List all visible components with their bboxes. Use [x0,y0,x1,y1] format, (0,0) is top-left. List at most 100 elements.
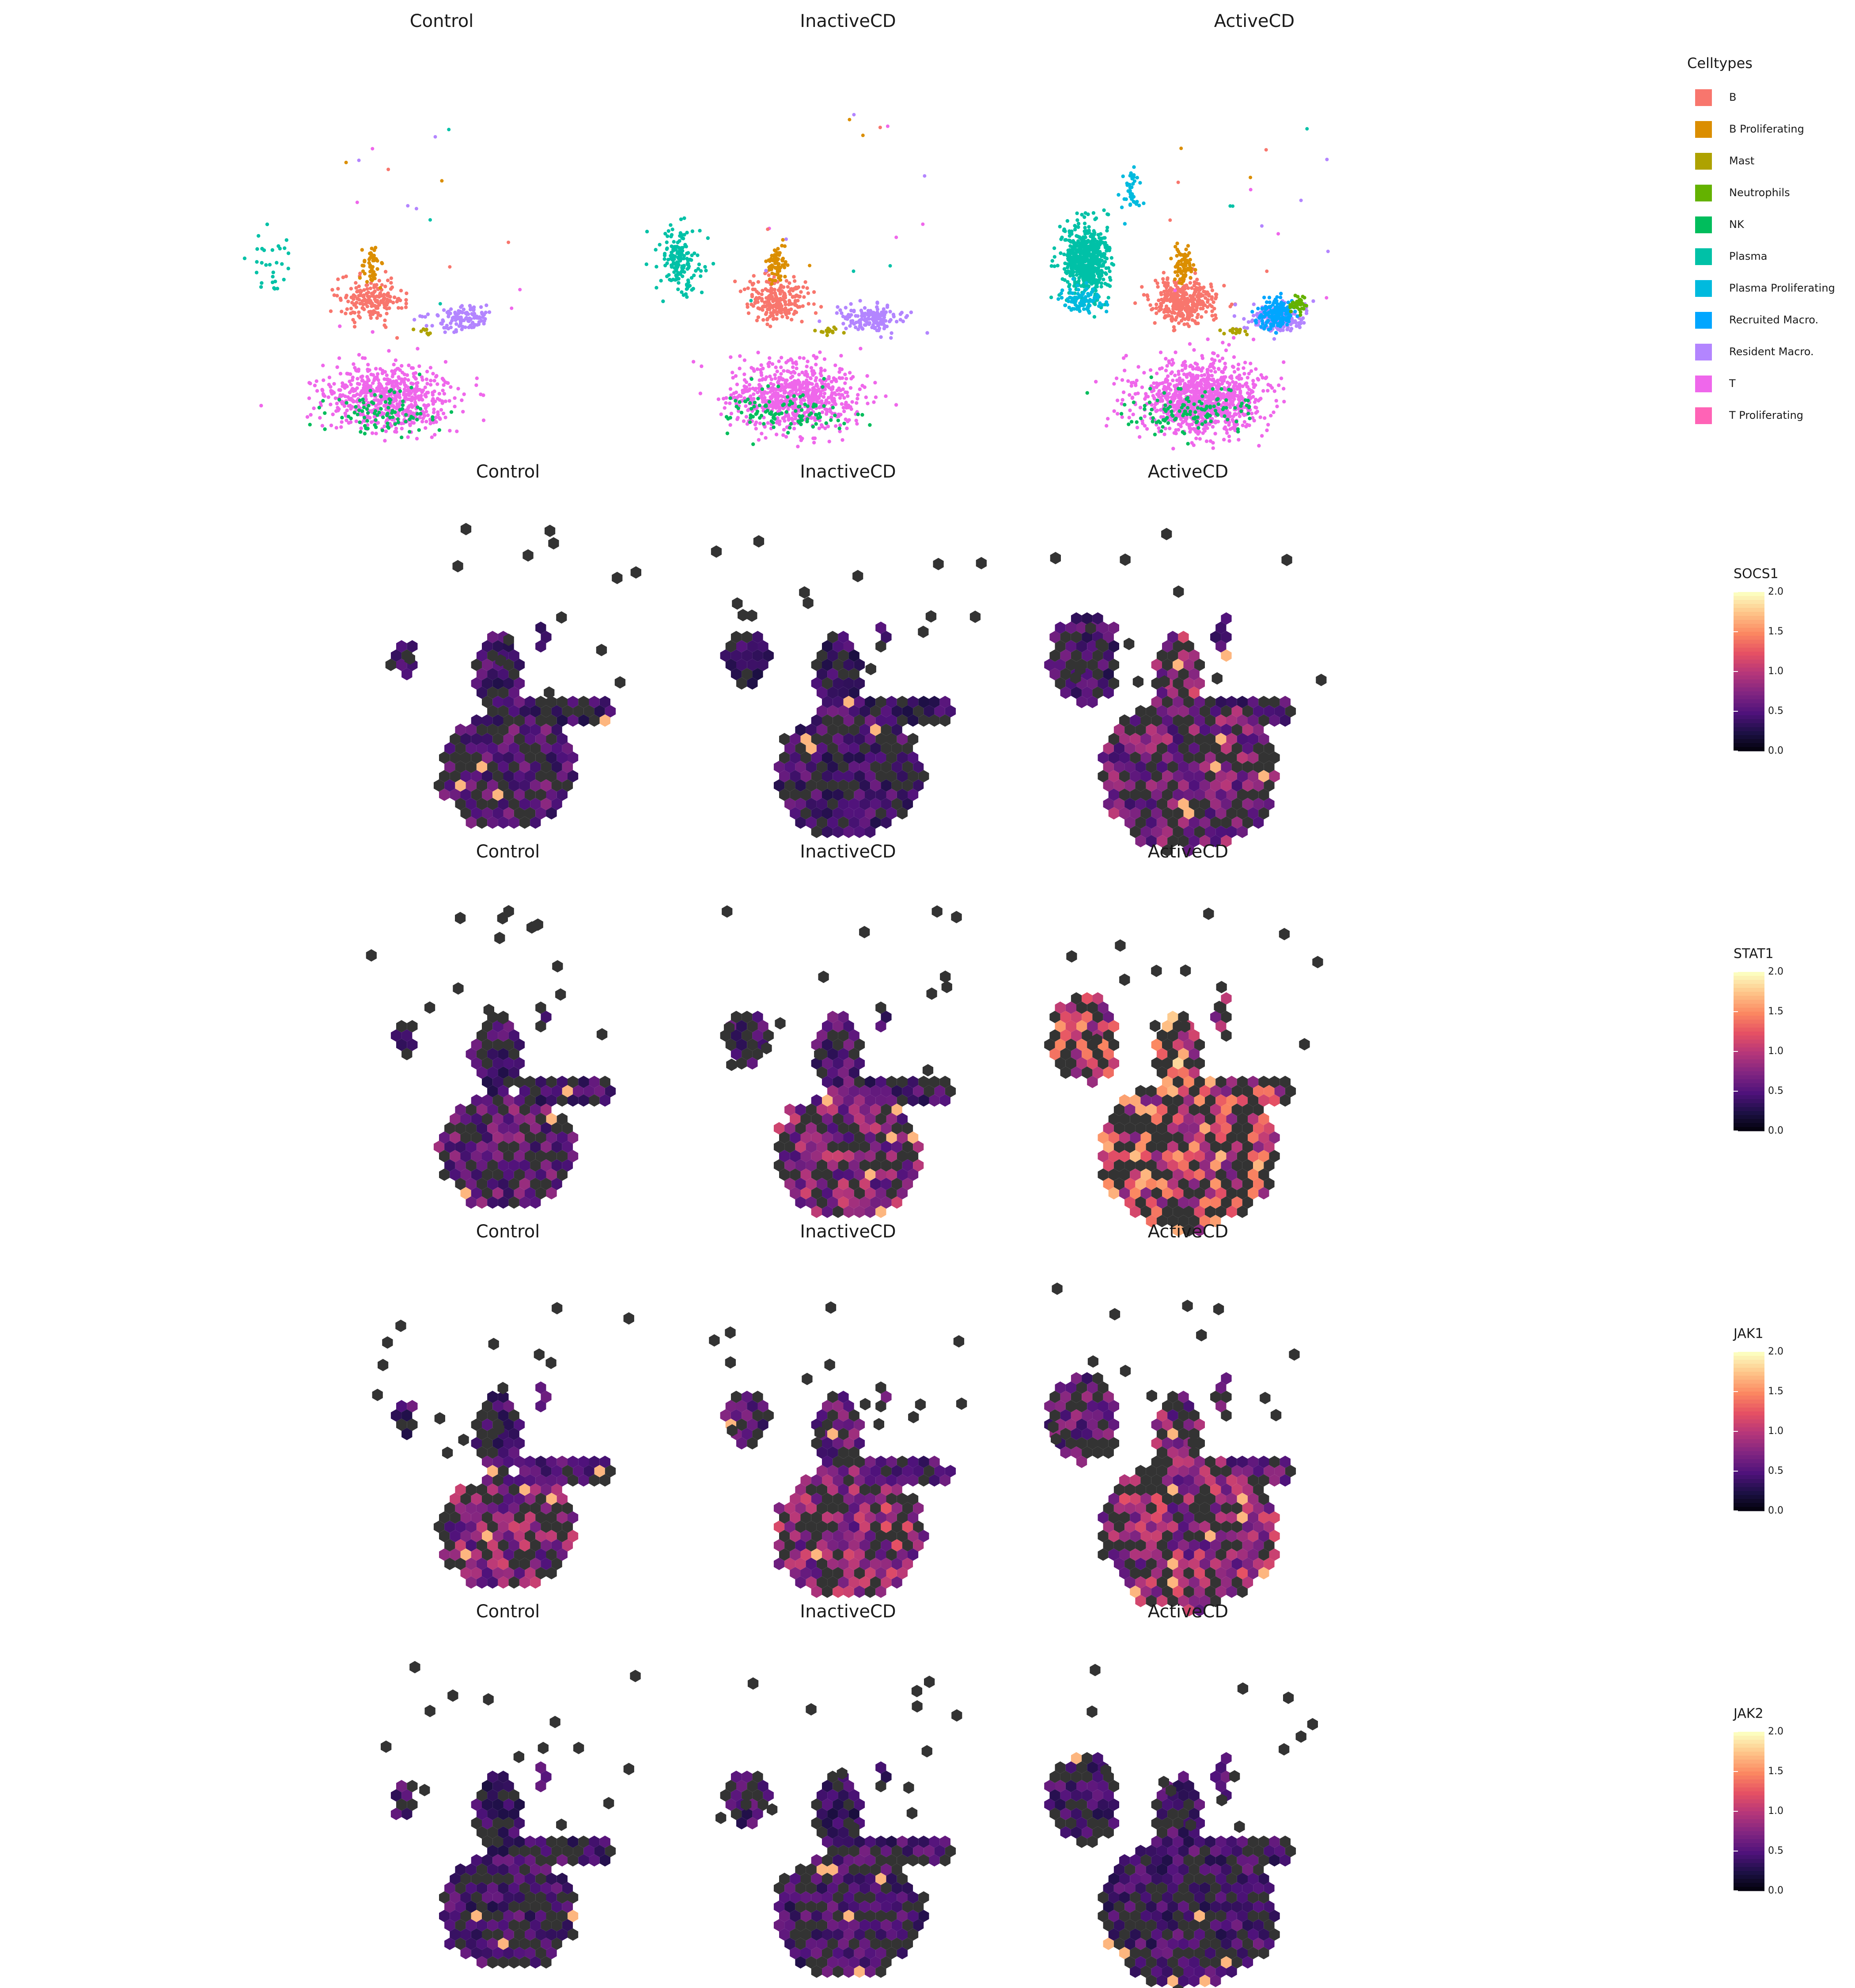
cell-point [1247,405,1251,409]
cell-point [1142,293,1146,297]
cell-point [1131,412,1135,417]
cell-point [367,401,371,405]
cell-point [1154,278,1158,283]
cell-point [368,256,372,260]
cell-point [817,426,822,430]
cell-point [1189,427,1193,431]
cell-point [844,306,848,310]
cell-point [1183,252,1187,256]
cell-point [729,355,733,359]
cell-point [362,416,367,420]
cell-point [425,369,429,374]
cell-point [1247,423,1251,427]
cell-point [816,389,820,393]
cell-point [739,410,744,415]
cell-point [786,263,790,267]
cell-point [800,319,804,324]
cell-point [446,381,450,385]
cell-point [432,421,435,425]
cell-point [1080,258,1084,262]
cell-point [760,292,764,296]
cell-point [1171,378,1175,383]
cell-point [1133,301,1137,305]
cell-point [821,385,825,389]
cell-point [396,421,400,425]
cell-point [716,397,721,401]
cell-point [447,326,450,330]
cell-point [381,300,385,304]
cell-point [852,269,856,273]
cell-point [1155,385,1158,389]
cell-point [418,416,422,420]
cell-point [734,405,738,409]
cell-point [843,381,847,385]
cell-point [1087,229,1091,233]
cell-point [1173,277,1177,281]
cell-point [510,306,514,310]
cell-point [1177,306,1181,310]
cell-point [1184,364,1188,368]
cell-point [1105,229,1109,233]
cell-point [1162,433,1166,436]
cell-point [774,256,778,260]
cell-point [764,287,768,291]
cell-point [1173,328,1177,332]
cell-point [352,297,356,301]
cell-point [738,366,742,371]
cell-point [1238,327,1242,332]
cell-point [781,433,785,437]
cell-point [1177,259,1181,264]
cell-point [790,318,794,322]
cell-point [1242,372,1246,376]
cell-point [416,347,420,351]
cell-point [790,417,794,421]
cell-point [654,248,658,252]
cell-point [849,321,853,325]
cell-point [819,423,824,427]
cell-point [1248,417,1252,421]
cell-point [742,287,747,292]
cell-point [1170,363,1174,367]
cell-point [1100,258,1104,262]
cell-point [801,393,805,397]
cell-point [787,369,791,373]
cell-point [1266,389,1270,393]
cell-point [385,297,389,302]
cell-point [1111,263,1116,267]
cell-point [1193,361,1197,365]
cell-point [370,292,374,296]
cell-point [395,413,399,417]
cell-point [1210,288,1215,292]
cell-point [1160,366,1164,370]
cell-point [1195,385,1199,389]
cell-point [784,279,789,283]
cell-point [1285,327,1289,332]
cell-point [1187,261,1192,266]
cell-point [858,299,862,303]
cell-point [666,229,670,233]
cell-point [1173,292,1177,296]
cell-point [848,405,852,409]
cell-point [442,326,446,330]
cell-point [669,223,673,227]
cell-point [848,386,853,390]
cell-point [817,412,822,416]
cell-point [1094,281,1098,285]
cell-point [371,147,375,151]
cell-point [434,375,438,379]
cell-point [787,403,791,407]
cell-point [735,383,739,387]
cell-point [363,272,367,276]
cell-point [803,280,807,284]
cell-point [369,420,374,424]
cell-point [452,330,456,334]
cell-point [423,315,427,319]
cell-point [855,422,859,426]
cell-point [748,401,752,405]
cell-point [386,167,390,171]
cell-point [1245,333,1249,337]
cell-point [808,376,813,380]
cell-point [841,315,845,319]
cell-point [1236,394,1240,398]
cell-point [819,330,824,334]
